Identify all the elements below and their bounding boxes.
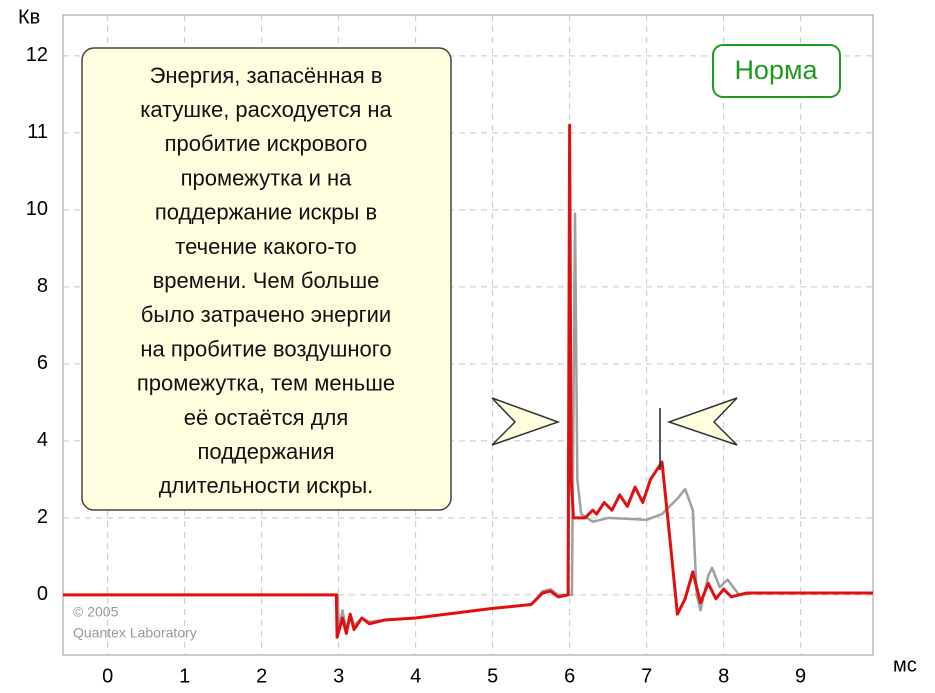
x-tick-label: 1 [179,665,190,687]
note: Энергия, запасённая в катушке, расходуетс… [137,63,395,498]
y-tick-label: 4 [37,429,48,451]
x-tick-label: 0 [102,665,113,687]
lines [63,123,873,639]
x-tick-label: 9 [795,665,806,687]
x-axis-label: мс [893,654,917,676]
status-box [712,44,841,98]
x-tick-label: 5 [487,665,498,687]
note-line: катушке, расходуется на [140,97,392,122]
arrow-right [491,397,561,446]
copyright: Quantex Laboratory [73,625,197,641]
y-axis-label: Кв [18,6,40,28]
note-line: течение какого-то [175,234,356,259]
x-tick-label: 4 [410,665,421,687]
note-line: её остаётся для [184,405,349,430]
x-tick-label: 6 [564,665,575,687]
arrow-left [666,397,738,446]
note-line: Энергия, запасённая в [150,63,383,88]
y-tick-label: 11 [27,121,48,143]
note-line: длительности искры. [159,473,374,498]
x-tick-label: 8 [718,665,729,687]
copyright: © 2005 [73,604,119,620]
x-tick-label: 2 [256,665,267,687]
note-line: пробитие искрового [165,131,368,156]
y-tick-label: 12 [26,44,48,66]
y-tick-label: 8 [37,275,48,297]
status: Норма [734,55,818,85]
y-tick-label: 10 [26,198,48,220]
x-tick-label: 3 [333,665,344,687]
y-tick-label: 6 [37,352,48,374]
note-line: было затрачено энергии [141,302,391,327]
series-line [63,123,873,639]
note-box [81,47,452,511]
note-line: промежутка, тем меньше [137,371,395,396]
note-line: промежутка и на [181,165,353,190]
note-line: времени. Чем больше [153,268,380,293]
y-tick-label: 0 [37,583,48,605]
note-line: на пробитие воздушного [140,336,391,361]
note-line: поддержания [197,439,334,464]
note-line: поддержание искры в [155,200,377,225]
x-tick-label: 7 [641,665,652,687]
y-tick-label: 2 [37,506,48,528]
